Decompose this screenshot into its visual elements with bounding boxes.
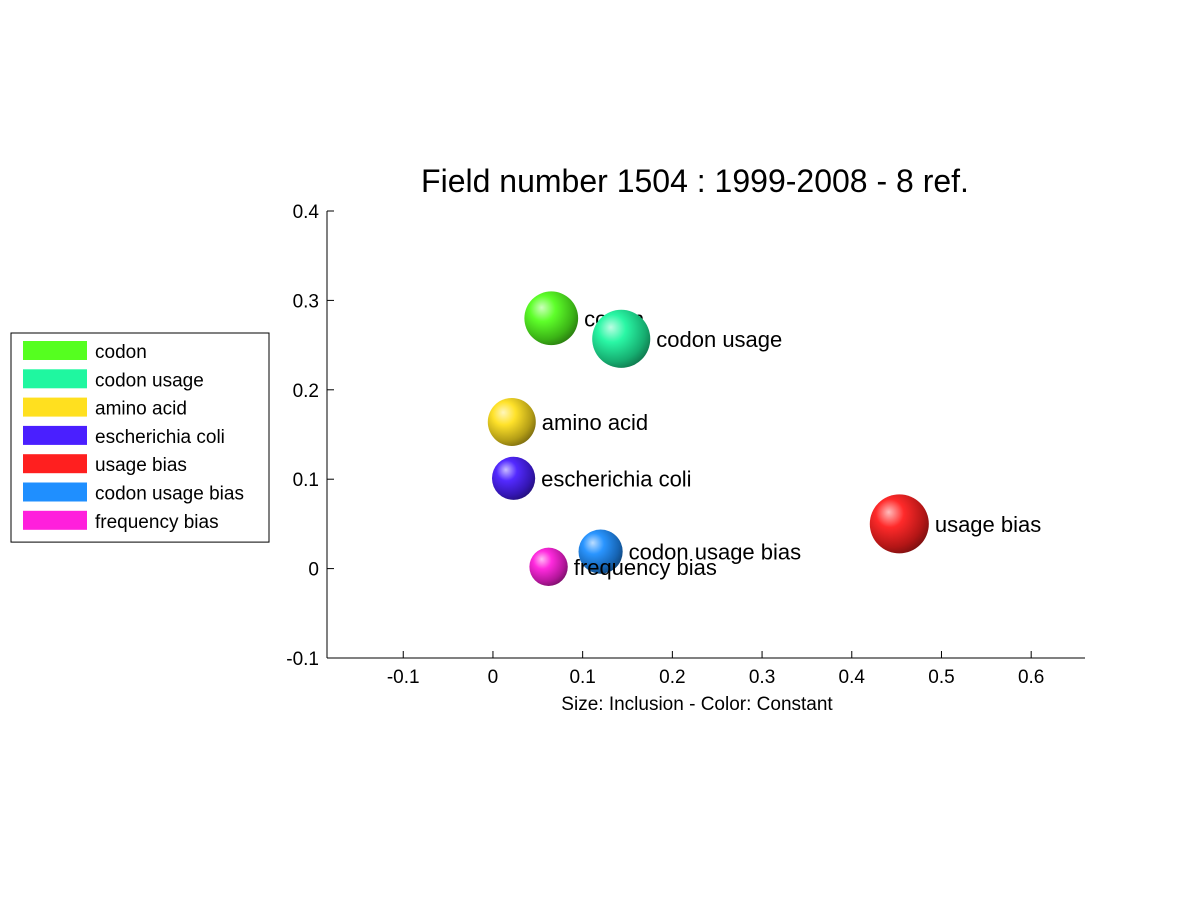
data-point-sphere (578, 529, 623, 574)
legend-entry-label: codon usage (95, 370, 204, 391)
data-point-label: amino acid (542, 410, 648, 435)
legend-swatch (23, 425, 87, 445)
legend-swatch (23, 510, 87, 530)
x-tick-label: -0.1 (387, 667, 420, 688)
axes: -0.1 0 0.1 0.2 0.3 0.4 -0.1 0 0.1 0.2 0.3 0.4 0.5 0.6 (286, 202, 1085, 688)
data-point-label: frequency bias (574, 555, 717, 580)
legend-swatch (23, 454, 87, 474)
x-tick-label: 0 (488, 667, 499, 688)
data-point-sphere (487, 397, 536, 446)
y-tick-label: -0.1 (286, 649, 319, 670)
legend-entry-label: escherichia coli (95, 427, 225, 448)
x-tick-label: 0.4 (839, 667, 866, 688)
legend-swatch (23, 369, 87, 389)
y-tick-label: 0.3 (293, 291, 319, 312)
legend-entry-label: usage bias (95, 455, 187, 476)
y-tick-label: 0 (308, 560, 319, 581)
data-point-label: escherichia coli (541, 466, 691, 491)
y-tick-label: 0.1 (293, 470, 319, 491)
legend: codon codon usage amino acid escherichia co… (10, 332, 270, 543)
legend-entry-label: frequency bias (95, 512, 219, 533)
y-tick-label: 0.4 (293, 202, 320, 223)
data-point-label: usage bias (935, 512, 1041, 537)
x-tick-label: 0.2 (659, 667, 685, 688)
data-point-sphere (529, 547, 568, 587)
legend-swatch (23, 397, 87, 417)
x-tick-label: 0.1 (569, 667, 595, 688)
x-tick-label: 0.5 (928, 667, 954, 688)
data-point-sphere (491, 456, 536, 500)
legend-swatch (23, 341, 87, 360)
legend-entry-label: codon (95, 342, 147, 363)
data-point-sphere (869, 494, 929, 554)
data-point-label: codon usage (656, 327, 782, 352)
legend-entry-label: codon usage bias (95, 484, 244, 505)
legend-swatch (23, 482, 87, 502)
y-tick-label: 0.2 (293, 381, 319, 402)
chart-title: Field number 1504 : 1999-2008 - 8 ref. (421, 163, 969, 199)
x-tick-label: 0.3 (749, 667, 775, 688)
data-point-sphere (524, 291, 579, 346)
x-tick-label: 0.6 (1018, 667, 1044, 688)
x-axis-label: Size: Inclusion - Color: Constant (561, 694, 833, 715)
legend-entry-label: amino acid (95, 399, 187, 420)
data-point-sphere (592, 309, 651, 368)
data-point-label: codon usage bias (629, 540, 801, 565)
